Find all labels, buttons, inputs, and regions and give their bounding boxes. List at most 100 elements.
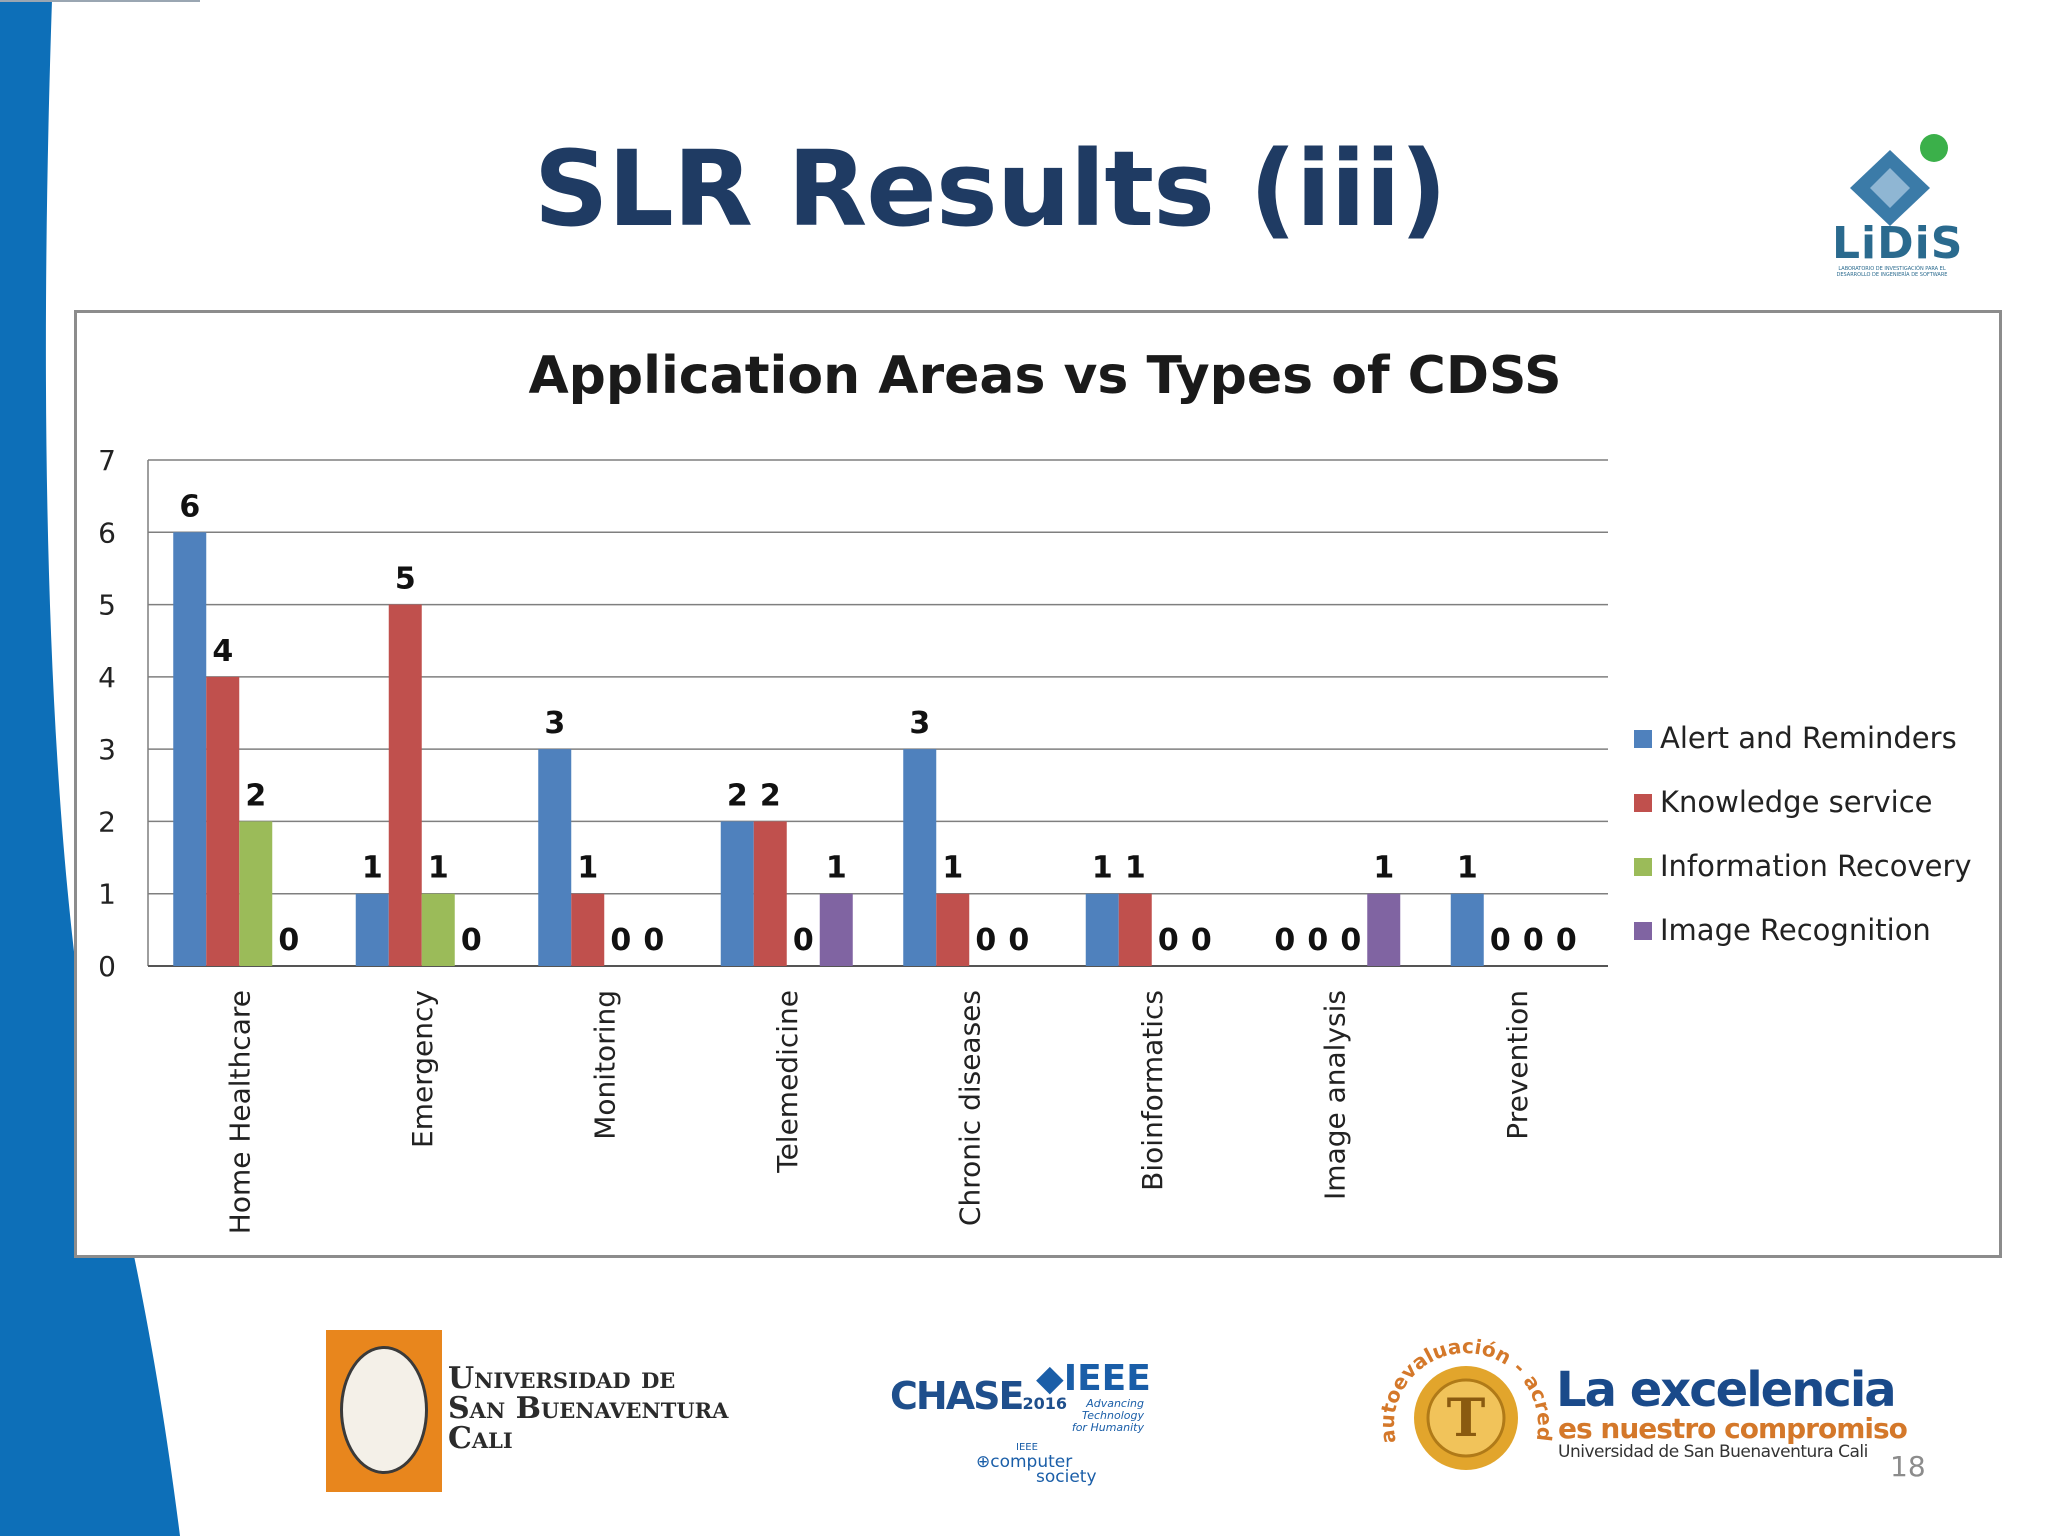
- data-label: 0: [1523, 923, 1544, 958]
- bar: [1367, 893, 1401, 966]
- legend-label: Information Recovery: [1660, 849, 1972, 883]
- data-label: 1: [1457, 851, 1478, 886]
- computer-society-logo: IEEE ⊕computer society: [976, 1440, 1097, 1487]
- chase-logo-text: CHASE: [890, 1374, 1024, 1418]
- category-tick-label: Home Healthcare: [223, 990, 256, 1234]
- chart-title: Application Areas vs Types of CDSS: [528, 346, 1562, 406]
- category-tick-label: Bioinformatics: [1136, 990, 1169, 1191]
- data-label: 2: [727, 778, 748, 813]
- data-label: 0: [461, 923, 482, 958]
- computer-society-line1: computer: [990, 1452, 1073, 1472]
- category-tick-label: Monitoring: [588, 990, 621, 1140]
- bar: [388, 604, 422, 966]
- y-tick-label: 3: [98, 733, 116, 766]
- data-label: 0: [1008, 923, 1029, 958]
- y-tick-label: 6: [98, 516, 116, 549]
- data-label: 2: [760, 778, 781, 813]
- computer-society-line2: society: [1036, 1467, 1097, 1487]
- lidis-logo-icon: [1850, 134, 1948, 226]
- university-seal-emblem-icon: [340, 1346, 428, 1474]
- bar: [720, 821, 754, 966]
- excellence-line1: La excelencia: [1556, 1362, 1897, 1418]
- bar-chart: 0 1 2 3 4 5 6 7 6 4 2 0 Home Healthcare 1 5 1 0 Emergency…: [98, 444, 1972, 1234]
- bar: [1118, 893, 1152, 966]
- ieee-tagline-line2: for Humanity: [1071, 1421, 1144, 1434]
- data-label: 0: [793, 923, 814, 958]
- accreditation-seal-icon: T autoevaluación - acreditación: [1376, 1322, 1556, 1470]
- data-label: 1: [826, 851, 847, 886]
- legend-swatch: [1634, 794, 1652, 812]
- ieee-diamond-icon: ◆: [1036, 1358, 1064, 1399]
- legend-swatch: [1634, 858, 1652, 876]
- bar: [1085, 893, 1119, 966]
- ieee-logo: ◆IEEE: [1036, 1358, 1151, 1399]
- data-label: 3: [909, 706, 930, 741]
- computer-society-ieee: IEEE: [1016, 1442, 1038, 1453]
- data-label: 1: [577, 851, 598, 886]
- data-label: 1: [942, 851, 963, 886]
- slide-title: SLR Results (iii): [533, 128, 1448, 250]
- bar: [571, 893, 605, 966]
- data-label: 1: [1125, 851, 1146, 886]
- bar: [206, 676, 240, 966]
- data-label: 4: [212, 634, 233, 669]
- bar: [239, 821, 273, 966]
- bar: [421, 893, 455, 966]
- ieee-tagline-line1: Advancing Technology: [1081, 1397, 1144, 1422]
- data-label: 3: [544, 706, 565, 741]
- y-tick-label: 2: [98, 805, 116, 838]
- university-name-line2: San Buenaventura: [448, 1391, 729, 1426]
- category-tick-label: Chronic diseases: [953, 990, 986, 1226]
- lidis-logo-text: LiDiS: [1832, 218, 1964, 269]
- data-label: 1: [1373, 851, 1394, 886]
- data-label: 0: [1158, 923, 1179, 958]
- data-label: 0: [1556, 923, 1577, 958]
- left-blue-wave: [0, 0, 180, 1536]
- legend-swatch: [1634, 922, 1652, 940]
- data-label: 0: [1307, 923, 1328, 958]
- data-label: 0: [1490, 923, 1511, 958]
- legend-label: Image Recognition: [1660, 913, 1931, 947]
- computer-society-mark-icon: ⊕: [976, 1452, 991, 1472]
- data-label: 6: [179, 489, 200, 524]
- bar: [355, 893, 389, 966]
- data-label: 1: [428, 851, 449, 886]
- y-tick-label: 4: [98, 661, 116, 694]
- category-tick-label: Prevention: [1501, 990, 1534, 1140]
- category-tick-label: Telemedicine: [771, 990, 804, 1174]
- legend-label: Alert and Reminders: [1660, 721, 1957, 755]
- bar: [173, 532, 207, 966]
- legend-label: Knowledge service: [1660, 785, 1933, 819]
- ieee-tagline: Advancing Technology for Humanity: [1030, 1398, 1144, 1434]
- page-number: 18: [1890, 1450, 1926, 1483]
- excellence-line3: Universidad de San Buenaventura Cali: [1558, 1442, 1868, 1462]
- data-label: 5: [395, 562, 416, 597]
- bar: [903, 749, 937, 966]
- bar: [753, 821, 787, 966]
- lidis-logo-subtext: LABORATORIO DE INVESTIGACIÓN PARA EL DES…: [1836, 266, 1948, 278]
- data-label: 0: [643, 923, 664, 958]
- y-tick-label: 7: [98, 444, 116, 477]
- chase-logo: CHASE2016: [890, 1374, 1067, 1418]
- data-label: 0: [975, 923, 996, 958]
- university-name-line1: Universidad de: [448, 1361, 676, 1396]
- university-name: Universidad de San Buenaventura Cali: [448, 1364, 778, 1454]
- bar: [538, 749, 572, 966]
- data-label: 1: [1092, 851, 1113, 886]
- data-label: 2: [245, 778, 266, 813]
- category-tick-label: Emergency: [406, 990, 439, 1148]
- data-label: 0: [1191, 923, 1212, 958]
- bar: [936, 893, 970, 966]
- data-label: 1: [362, 851, 383, 886]
- category-tick-label: Image analysis: [1318, 990, 1351, 1200]
- y-tick-label: 1: [98, 878, 116, 911]
- university-name-line3: Cali: [448, 1421, 513, 1456]
- y-tick-label: 0: [98, 950, 116, 983]
- data-label: 0: [278, 923, 299, 958]
- bar: [1450, 893, 1484, 966]
- ieee-logo-text: IEEE: [1063, 1358, 1151, 1399]
- svg-text:T: T: [1447, 1388, 1486, 1449]
- y-tick-label: 5: [98, 589, 116, 622]
- legend-swatch: [1634, 730, 1652, 748]
